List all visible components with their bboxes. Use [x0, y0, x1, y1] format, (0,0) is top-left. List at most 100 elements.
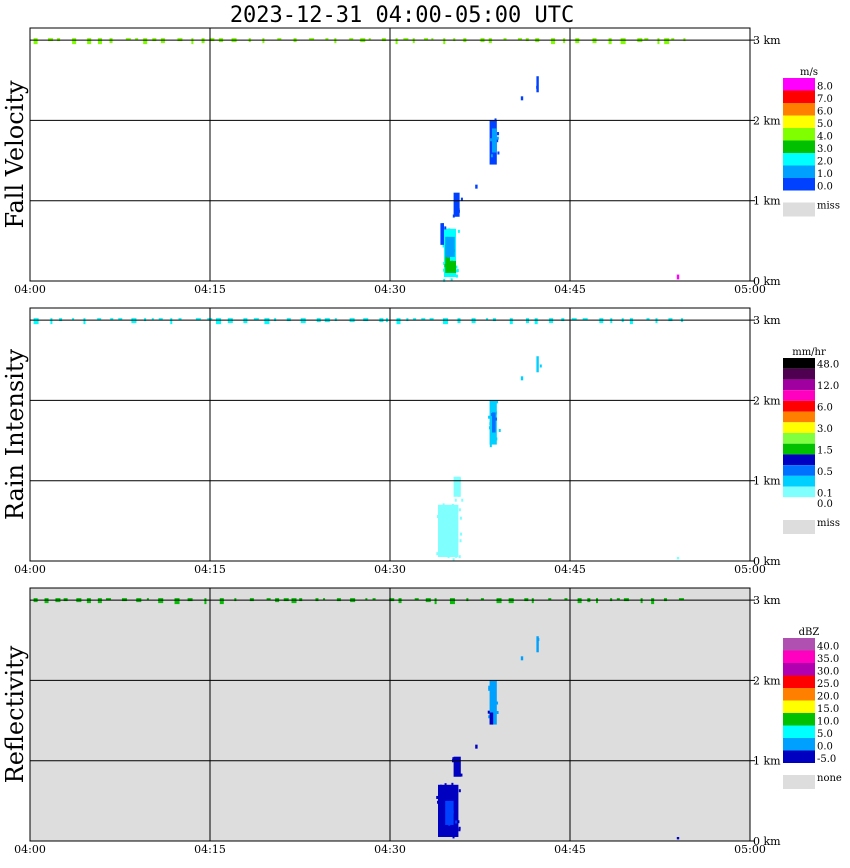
- echo-speckle: [440, 788, 443, 792]
- echo-speckle: [441, 223, 444, 227]
- height-tick-label: 2 km: [753, 674, 781, 687]
- echo: [453, 476, 461, 497]
- clutter-mark: [365, 598, 368, 601]
- echo-speckle: [495, 437, 498, 441]
- clutter-mark: [174, 598, 180, 605]
- legend-swatch: [783, 638, 815, 651]
- legend-label: 0.1: [817, 488, 833, 499]
- clutter-mark: [178, 318, 182, 321]
- legend-unit: m/s: [800, 67, 818, 78]
- echo-speckle: [489, 701, 492, 705]
- echo-speckle: [487, 710, 490, 714]
- legend-swatch: [783, 103, 815, 116]
- clutter-mark: [33, 38, 38, 45]
- echo-speckle: [490, 127, 493, 131]
- echo-speckle: [449, 544, 452, 548]
- legend-miss-swatch: [783, 202, 815, 217]
- legend-label: 7.0: [817, 94, 833, 105]
- echo-speckle: [440, 520, 443, 524]
- legend-swatch: [783, 128, 815, 141]
- clutter-mark: [644, 38, 649, 41]
- echo-speckle: [450, 278, 453, 282]
- echo-speckle: [452, 248, 455, 252]
- clutter-mark: [253, 318, 259, 321]
- clutter-mark: [125, 38, 131, 41]
- clutter-mark: [509, 318, 513, 325]
- echo-speckle: [493, 690, 496, 694]
- echo-speckle: [446, 236, 449, 240]
- echo-speckle: [459, 516, 462, 520]
- echo-speckle: [440, 801, 443, 805]
- echo-speckle: [439, 804, 442, 808]
- legend-label: 1.0: [817, 169, 833, 180]
- echo: [492, 128, 497, 153]
- echo-speckle: [491, 405, 494, 409]
- time-tick-label: 04:00: [14, 843, 46, 856]
- time-tick-label: 04:15: [194, 563, 226, 576]
- clutter-mark: [277, 38, 282, 41]
- echo-speckle: [454, 817, 457, 821]
- legend-swatch: [783, 725, 815, 738]
- clutter-mark: [434, 598, 437, 605]
- echo-speckle: [443, 804, 446, 808]
- clutter-mark: [503, 38, 507, 41]
- clutter-mark: [517, 38, 522, 41]
- echo-speckle: [493, 707, 496, 711]
- legend-unit: mm/hr: [792, 347, 826, 358]
- time-tick-label: 04:45: [554, 563, 586, 576]
- panel-reflectivity: 0 km 1 km 2 km 3 km 04:00 04:15 04:30 04:45 05:0…: [1, 587, 842, 856]
- echo-speckle: [446, 786, 449, 790]
- legend-label: 3.0: [817, 144, 833, 155]
- echo-speckle: [455, 525, 458, 529]
- echo-speckle: [454, 552, 457, 556]
- legend-swatch: [783, 750, 815, 763]
- plot-frame: [29, 587, 751, 842]
- clutter-mark: [431, 38, 434, 41]
- clutter-mark: [87, 38, 92, 45]
- echo-speckle: [447, 789, 450, 793]
- echo-speckle: [443, 268, 446, 272]
- echo-speckle: [441, 228, 444, 232]
- legend-label: 8.0: [817, 82, 833, 93]
- height-tick-label: 3 km: [753, 314, 781, 327]
- echo-speckle: [536, 85, 539, 89]
- echo-speckle: [457, 820, 460, 824]
- echo: [676, 556, 680, 560]
- echo-speckle: [456, 538, 459, 542]
- echo-speckle: [458, 789, 461, 793]
- clutter-mark: [143, 38, 148, 45]
- legend-swatch: [783, 700, 815, 713]
- clutter-mark: [671, 38, 675, 41]
- echo-speckle: [457, 208, 460, 212]
- echo-speckle: [490, 154, 493, 158]
- echo-speckle: [455, 269, 458, 273]
- clutter-mark: [413, 318, 417, 321]
- clutter-mark: [429, 318, 434, 321]
- legend-miss-label: miss: [817, 518, 840, 529]
- time-tick-label: 05:00: [734, 843, 766, 856]
- legend-label: 3.0: [817, 424, 833, 435]
- legend-swatch: [783, 497, 815, 508]
- echo-speckle: [444, 783, 447, 787]
- echo-speckle: [490, 155, 493, 159]
- echo-speckle: [490, 695, 493, 699]
- legend-unit: dBZ: [799, 627, 820, 638]
- echo: [489, 712, 494, 725]
- legend-label: 0.5: [817, 467, 833, 478]
- echo-speckle: [458, 508, 461, 512]
- panel-rain-intensity: 0 km 1 km 2 km 3 km 04:00 04:15 04:30 04:45 05:0…: [1, 307, 840, 576]
- echo-speckle: [458, 555, 461, 559]
- echo-speckle: [452, 558, 455, 562]
- echo-speckle: [445, 814, 448, 818]
- echo: [445, 244, 450, 273]
- echo-speckle: [490, 132, 493, 136]
- echo-speckle: [455, 797, 458, 801]
- legend-label: 12.0: [817, 381, 839, 392]
- echo-speckle: [446, 537, 449, 541]
- legend-label: 5.0: [817, 119, 833, 130]
- clutter-mark: [486, 318, 489, 321]
- panel-label: Rain Intensity: [1, 349, 29, 521]
- legend-swatch: [783, 422, 815, 433]
- clutter-mark: [323, 598, 326, 601]
- echo: [676, 836, 680, 840]
